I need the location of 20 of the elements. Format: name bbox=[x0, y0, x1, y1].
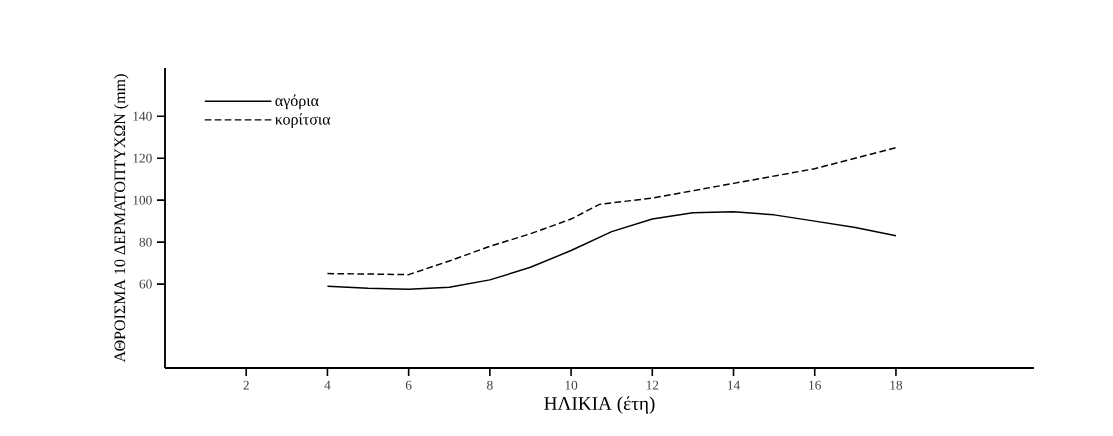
x-tick-label: 8 bbox=[487, 380, 493, 390]
y-tick-label: 60 bbox=[139, 279, 152, 289]
x-tick-label: 12 bbox=[646, 380, 659, 390]
x-tick-label: 18 bbox=[890, 380, 903, 390]
x-tick-label: 14 bbox=[728, 380, 740, 390]
legend-label: αγόρια bbox=[275, 94, 319, 110]
line-series bbox=[326, 146, 897, 276]
x-axis-title: ΗΛΙΚΙΑ (έτη) bbox=[544, 396, 655, 414]
x-tick-label: 2 bbox=[243, 380, 249, 390]
x-tick-label: 4 bbox=[324, 380, 331, 390]
y-tick-label: 140 bbox=[133, 111, 152, 121]
x-tick-label: 16 bbox=[809, 380, 821, 390]
x-tick-label: 6 bbox=[405, 380, 412, 390]
y-axis-title: ΑΘΡΟΙΣΜΑ 10 ΔΕΡΜΑΤΟΠΤΥΧΩΝ (mm) bbox=[113, 74, 129, 363]
line-series bbox=[326, 210, 897, 291]
y-tick-label: 120 bbox=[133, 153, 152, 163]
y-tick-label: 100 bbox=[133, 195, 152, 205]
legend-label: κορίτσια bbox=[275, 113, 331, 128]
x-tick-label: 10 bbox=[565, 380, 578, 390]
y-tick-label: 80 bbox=[139, 237, 152, 247]
